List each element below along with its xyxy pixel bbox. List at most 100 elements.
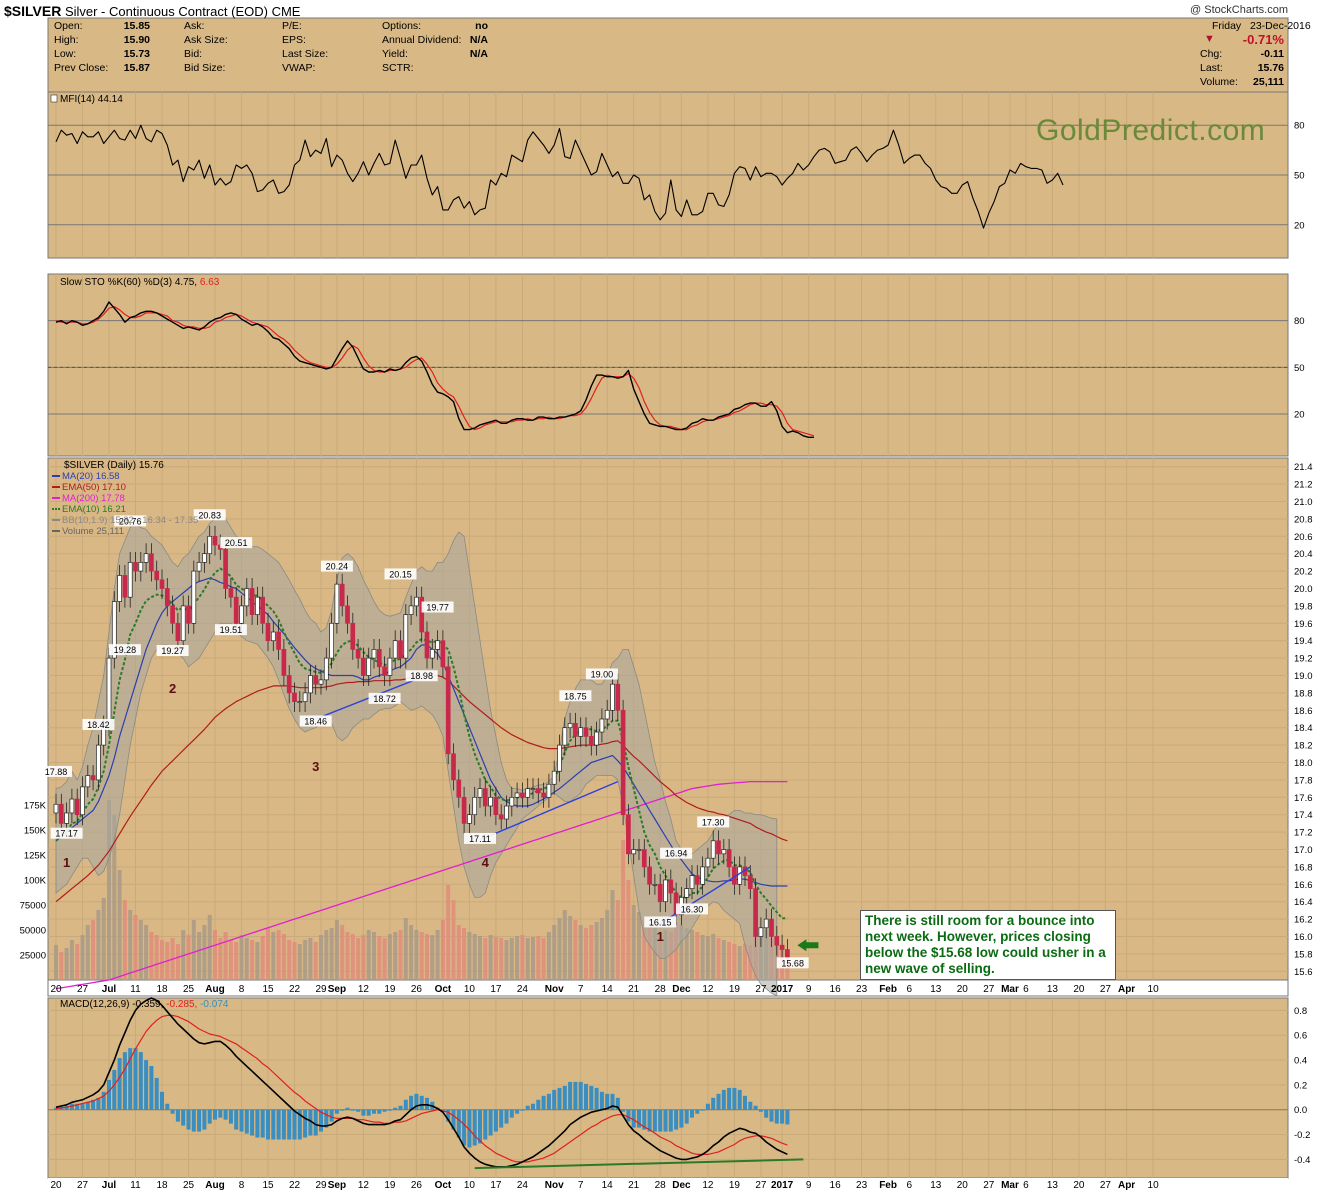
labels: MFI(14) 44.14 Slow STO %K(60) %D(3) 4.75,… [40,94,819,1010]
indicator-legend: MA(20) 16.58 [62,471,120,482]
volume-bar [329,928,334,980]
date-tick-label: 7 [578,1180,584,1191]
candle-body [355,649,361,659]
price-callout-bg [156,645,189,657]
panel-sto [47,273,1289,457]
candle-body [392,640,398,659]
price-callout: 17.30 [702,817,725,827]
date-tick-label: 6 [1023,1180,1029,1191]
macd-hist-bar [652,1109,657,1132]
macd-hist-bar [509,1109,514,1118]
candle-body [498,814,504,820]
candle-body [106,657,112,727]
candle-body [53,803,59,814]
volume-bar [562,910,567,980]
price-tick-label: 15.8 [1294,949,1313,960]
volume-bar [626,880,631,980]
macd-hist-bar [525,1105,530,1110]
candle-body [694,875,700,885]
price-tick-label: 20.2 [1294,567,1313,578]
macd-hist-bar [552,1089,557,1110]
macd-tick-label: 0.2 [1294,1080,1307,1091]
date-tick-label: 8 [239,1180,245,1191]
candle-body [249,588,255,615]
indicator-legend: MA(200) 17.78 [62,493,125,504]
date-tick-label: 18 [156,1180,168,1191]
volume-bar [260,936,265,980]
date-tick-label: 10 [1148,1180,1160,1191]
date-tick-label: 14 [602,984,614,995]
volume-bar [578,925,583,980]
date-tick-label: Jul [102,1180,117,1191]
volume-bar [297,944,302,980]
volume-bar [213,930,217,980]
macd-hist-bar [456,1109,461,1138]
volume-bar [350,934,355,980]
volume-tick-label: 25000 [20,951,46,962]
date-tick-label: 22 [289,1180,301,1191]
price-tick-label: 17.8 [1294,775,1313,786]
ma200-line [55,780,788,990]
date-tick-label: 9 [806,1180,812,1191]
volume-bar [319,935,323,980]
volume-tick-label: 175K [24,801,47,812]
quote-sctr-label: SCTR: [382,62,414,74]
candle-body [541,792,546,798]
macd-hist-bar [281,1109,286,1140]
volume-bar [308,938,313,980]
macd-hist-bar [615,1097,620,1110]
date-tick-label: 25 [183,1180,195,1191]
quote-pe-label: P/E: [282,20,302,32]
volume-bar [594,922,599,980]
price-callout: 17.11 [469,834,491,844]
macd-hist-bar [69,1103,74,1110]
date-tick-label: 16 [830,1180,842,1191]
macd-hist-bar [122,1052,127,1110]
macd-hist-bar [536,1099,541,1110]
macd-hist-bar [149,1066,154,1110]
quote-asksize-label: Ask Size: [184,34,228,46]
indicator-legend: EMA(50) 17.10 [62,482,126,493]
sto-k-line [55,301,814,438]
price-callout: 18.75 [564,691,587,701]
macd-hist-bar [213,1109,217,1120]
date-tick-label: 16 [830,984,842,995]
exchange: CME [271,4,301,19]
volume-bar [711,934,716,980]
volume-bar [610,890,615,980]
volume-bar [287,940,292,980]
price-callout-bg [214,624,247,636]
candle-body [233,596,239,624]
macd-hist-bar [409,1095,414,1110]
price-tick-label: 19.2 [1294,654,1313,665]
date-tick-label: 21 [628,984,640,995]
price-callout-bg [299,715,332,727]
volume-bar [546,932,551,980]
candle-body [429,649,435,659]
ticks: 20202727JulJul111118182525AugAug88151522… [20,121,1313,1191]
macd-hist-bar [732,1087,737,1110]
volume-bar [133,915,138,980]
date-tick-label: 20 [957,984,969,995]
date-tick-label: 6 [1023,984,1029,995]
quote-chg-label: Chg: [1200,48,1223,60]
date-tick-label: 10 [1148,984,1160,995]
candle-body [747,875,753,889]
volume-bar [732,944,737,980]
volume-bar [122,900,127,980]
volume-bar [154,935,159,980]
macd-trendline [474,1158,804,1170]
candle-body [435,640,440,650]
price-callout: 17.88 [45,767,68,777]
date-tick-label: Mar [1001,1180,1019,1191]
date-tick-label: 7 [578,984,584,995]
ma20-line [55,577,788,887]
price-callout-bg [559,690,592,702]
candle-body [610,683,615,711]
macd-hist-bar [334,1109,339,1114]
macd-hist-bar [181,1109,186,1126]
macd-hist-bar [721,1089,726,1110]
macd-hist-bar [711,1097,716,1110]
date-tick-label: Sep [328,1180,346,1191]
